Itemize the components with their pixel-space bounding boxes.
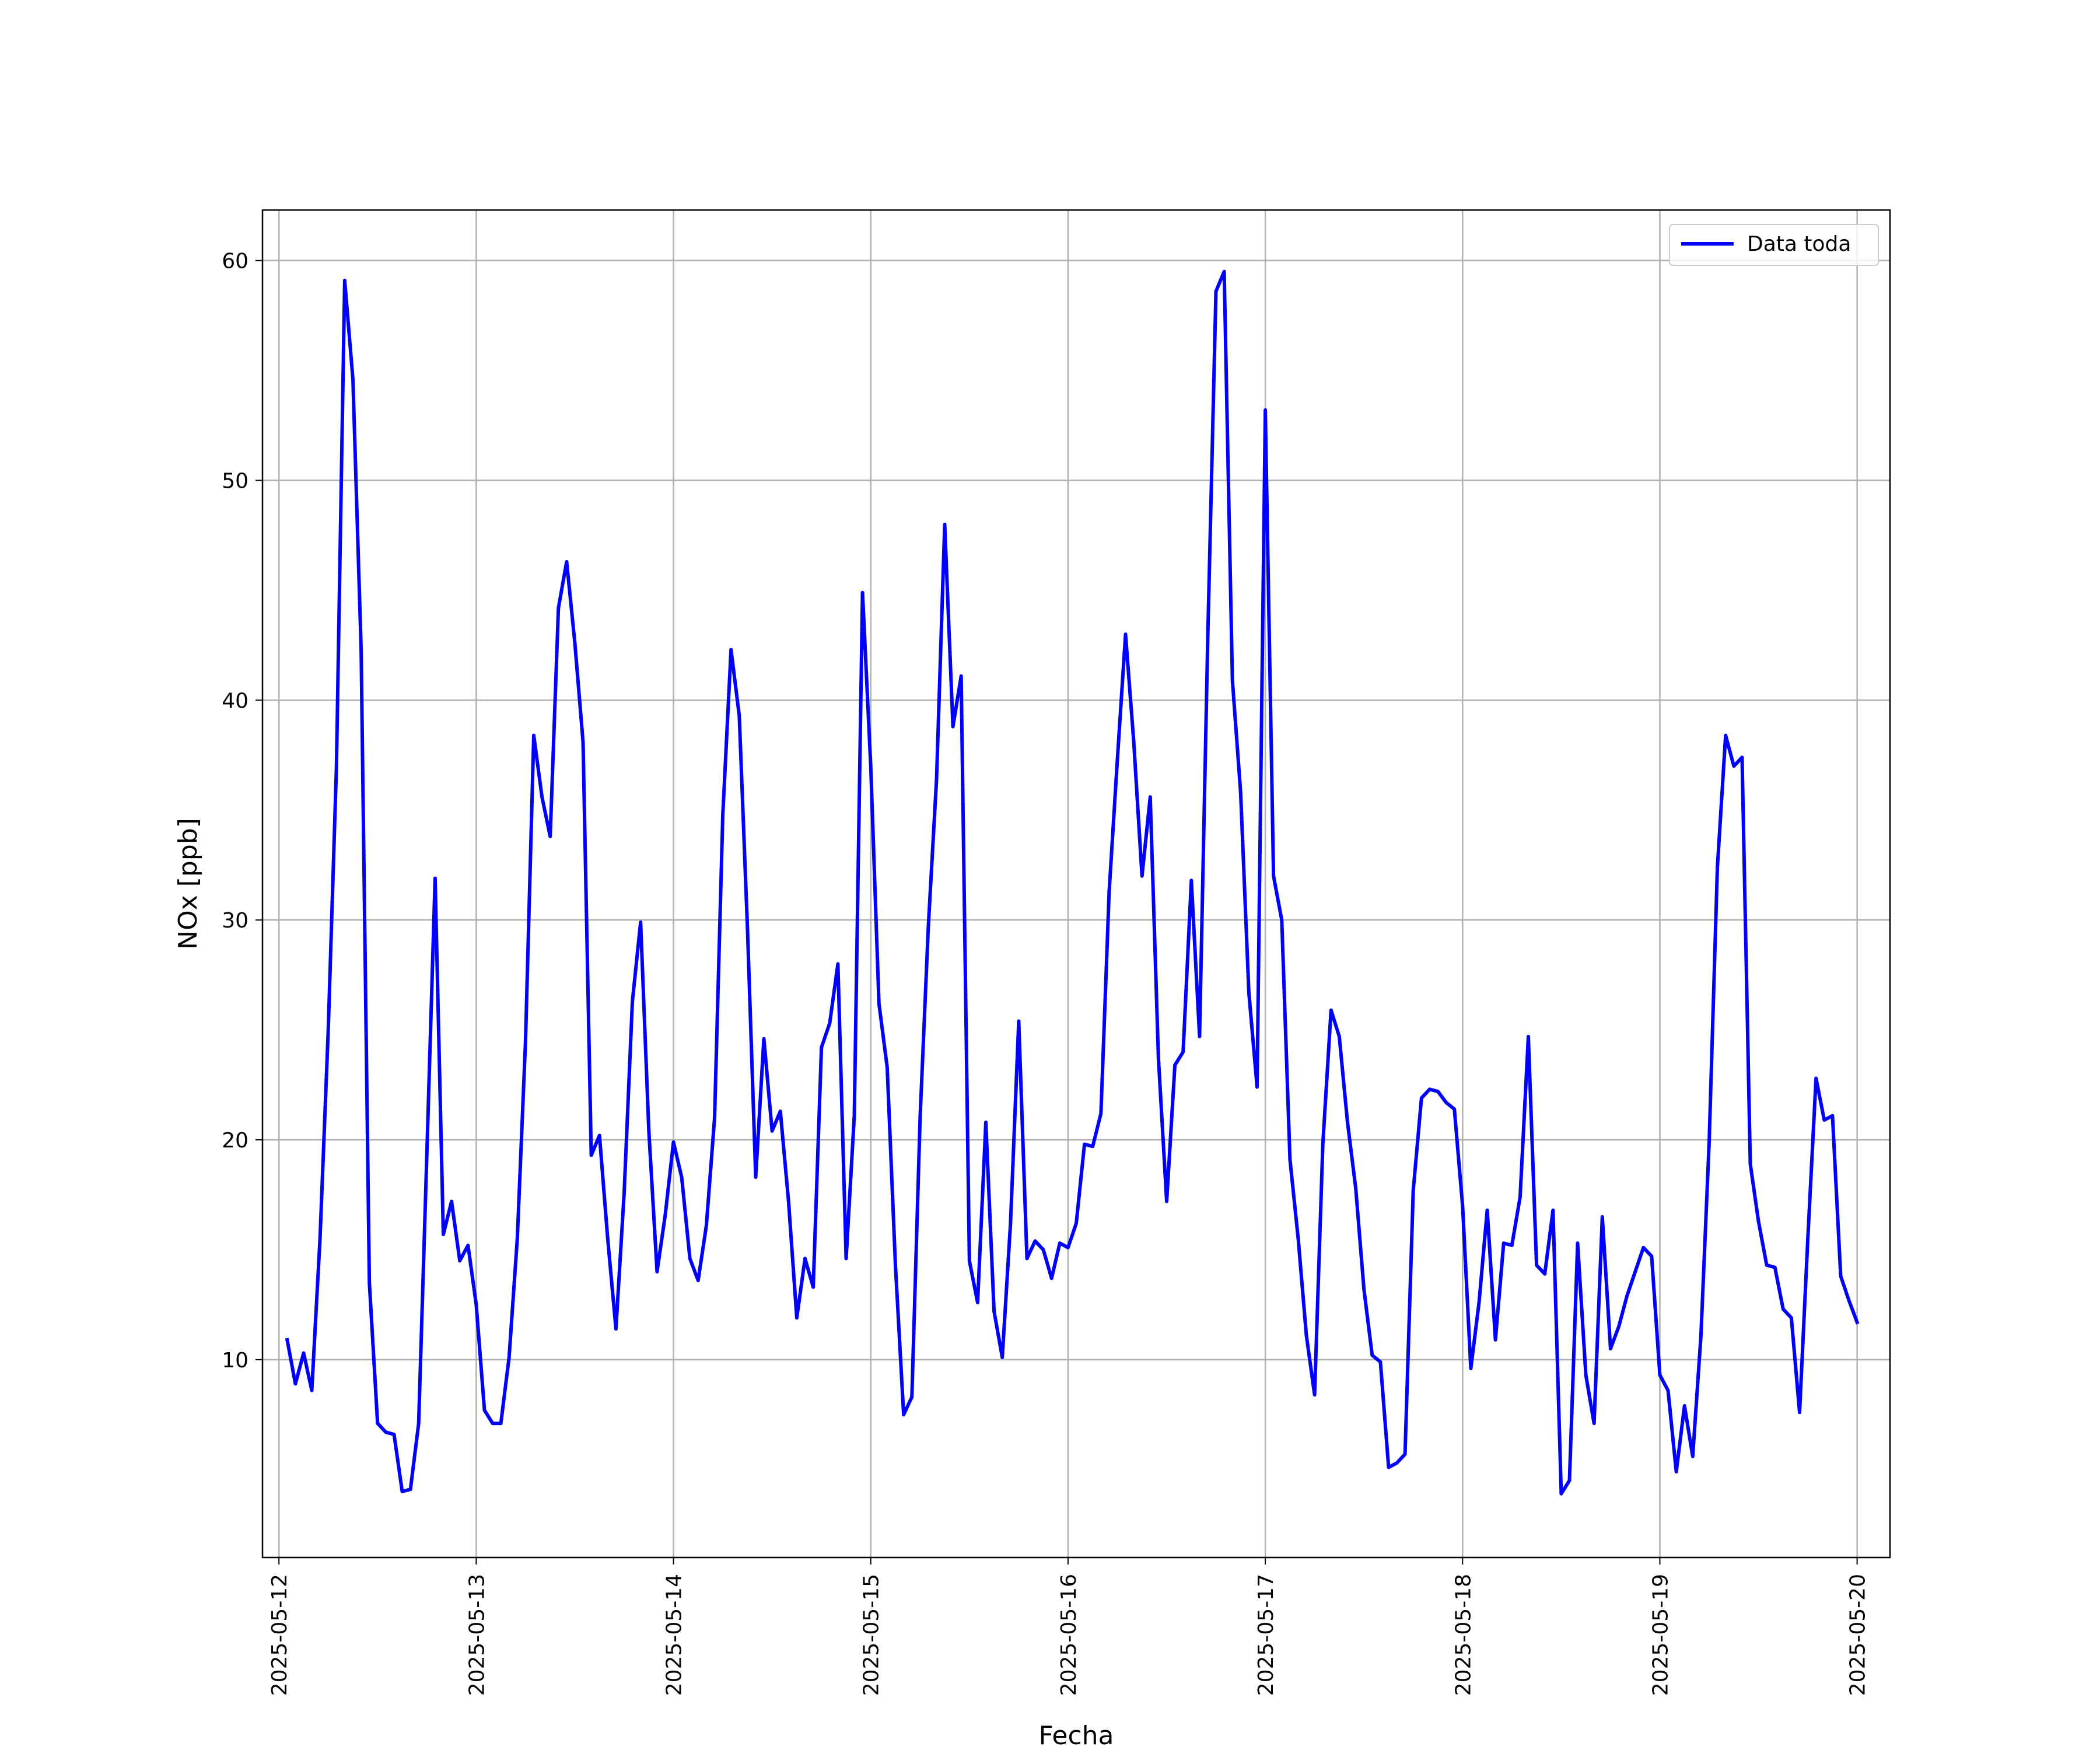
y-tick-label: 20 (222, 1129, 249, 1153)
axis-ticks: 2025-05-12 2025-05-13 2025-05-14 2025-05-15… (222, 250, 1870, 1696)
legend-box (1669, 224, 1879, 266)
x-tick-label: 2025-05-20 (1846, 1574, 1870, 1696)
x-tick-label: 2025-05-18 (1451, 1574, 1475, 1696)
plot-frame (261, 209, 1891, 1559)
legend-label: Data toda (1747, 232, 1851, 256)
x-tick-label: 2025-05-19 (1648, 1574, 1672, 1696)
y-tick-label: 40 (222, 689, 249, 713)
x-tick-label: 2025-05-14 (663, 1574, 687, 1696)
y-tick-label: 30 (222, 909, 249, 933)
y-axis-title: NOx [ppb] (173, 818, 203, 950)
y-tick-label: 10 (222, 1349, 249, 1373)
y-tick-label: 60 (222, 250, 249, 274)
legend: Data toda (1669, 224, 1879, 266)
x-tick-label: 2025-05-15 (860, 1574, 884, 1696)
x-tick-label: 2025-05-16 (1057, 1574, 1081, 1696)
series-line-data-toda (285, 270, 1860, 1496)
x-tick-label: 2025-05-13 (465, 1574, 489, 1696)
grid-lines (262, 210, 1890, 1558)
x-tick-label: 2025-05-17 (1254, 1574, 1278, 1696)
y-tick-label: 50 (222, 470, 249, 494)
x-tick-label: 2025-05-12 (268, 1574, 292, 1696)
x-axis-title: Fecha (1038, 1721, 1114, 1750)
